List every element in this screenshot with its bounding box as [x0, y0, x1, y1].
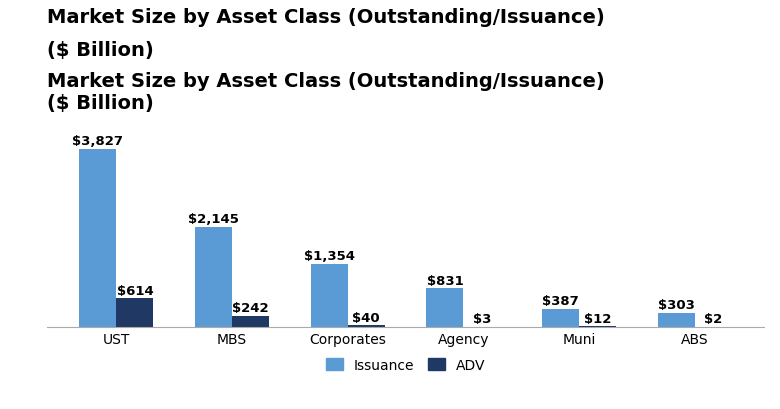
Text: $614: $614: [116, 284, 154, 297]
Text: $1,354: $1,354: [303, 249, 355, 263]
Bar: [348, 325, 385, 327]
Bar: [542, 309, 579, 327]
Text: $40: $40: [353, 311, 380, 324]
Bar: [195, 227, 232, 327]
Bar: [232, 316, 269, 327]
Text: $387: $387: [542, 294, 579, 308]
Bar: [80, 149, 116, 327]
Text: ($ Billion): ($ Billion): [47, 41, 154, 60]
Text: $3,827: $3,827: [73, 135, 123, 148]
Bar: [310, 264, 348, 327]
Text: $12: $12: [584, 312, 612, 325]
Text: Market Size by Asset Class (Outstanding/Issuance)
($ Billion): Market Size by Asset Class (Outstanding/…: [47, 72, 604, 113]
Bar: [116, 299, 154, 327]
Text: $3: $3: [473, 312, 491, 326]
Text: $831: $831: [427, 274, 463, 287]
Text: $303: $303: [658, 299, 695, 312]
Legend: Issuance, ADV: Issuance, ADV: [321, 353, 491, 378]
Text: $2,145: $2,145: [188, 213, 239, 226]
Text: $2: $2: [704, 312, 722, 326]
Text: Market Size by Asset Class (Outstanding/Issuance): Market Size by Asset Class (Outstanding/…: [47, 8, 604, 27]
Bar: [427, 289, 463, 327]
Text: $242: $242: [232, 301, 269, 315]
Bar: [658, 313, 695, 327]
